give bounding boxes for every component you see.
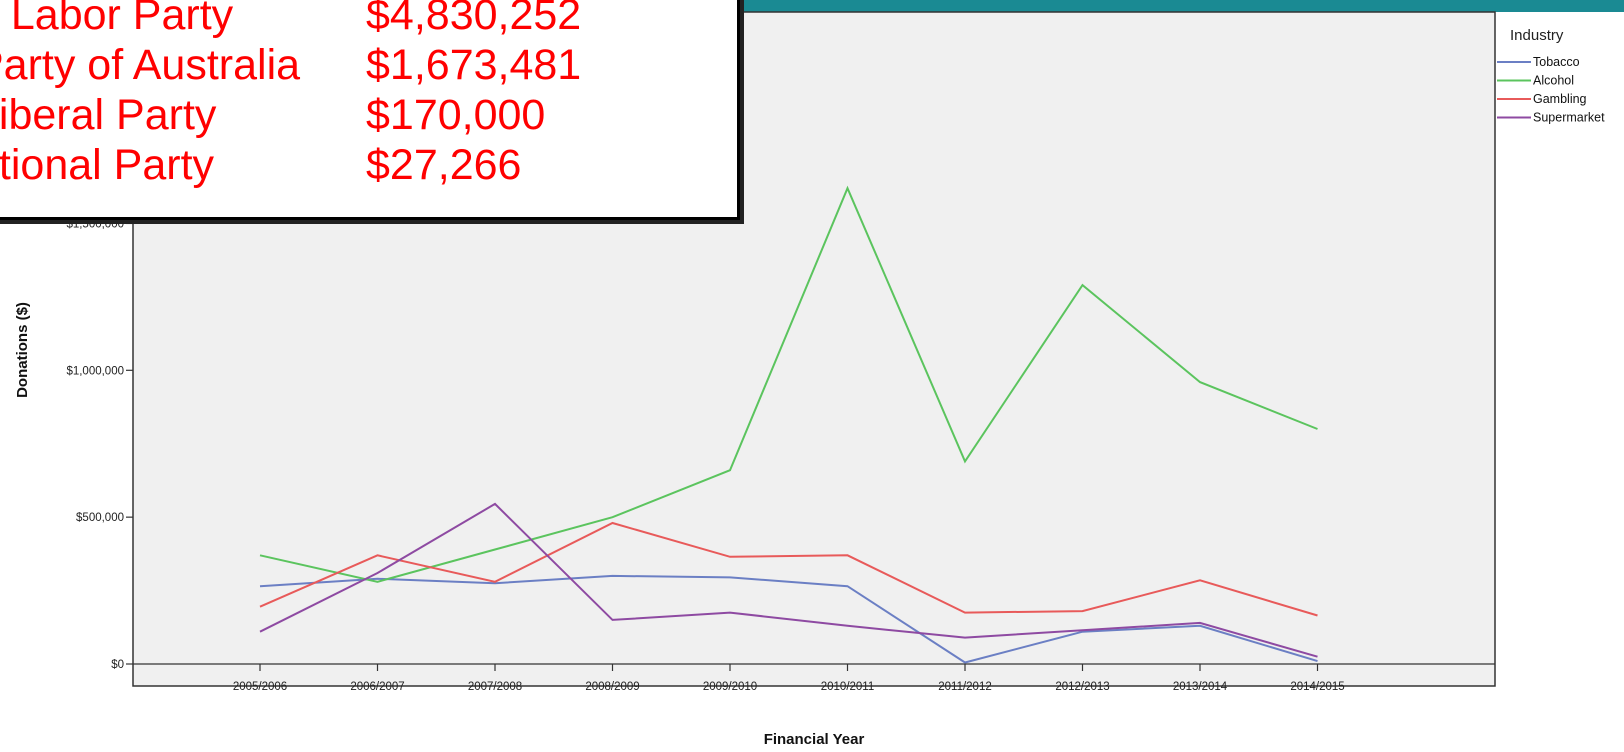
party-name: Party of Australia (0, 41, 301, 89)
party-row: Party of Australia $1,673,481 (0, 41, 743, 91)
y-tick-label: $0 (111, 659, 124, 671)
party-amount: $27,266 (366, 141, 522, 189)
party-name: ational Party (0, 141, 215, 189)
x-tick-label: 2006/2007 (350, 681, 404, 693)
legend-label: Gambling (1533, 92, 1587, 106)
party-row: n Labor Party $4,830,252 (0, 0, 743, 41)
x-axis: 2005/2006 2006/2007 2007/2008 2008/2009 2009… (133, 663, 1495, 693)
x-axis-title: Financial Year (764, 731, 865, 748)
party-amount: $4,830,252 (366, 0, 582, 39)
y-tick-label: $500,000 (76, 512, 124, 524)
series-line-tobacco (259, 574, 1318, 664)
party-name: n Labor Party (0, 0, 234, 39)
x-tick-label: 2012/2013 (1055, 681, 1109, 693)
x-tick-label: 2010/2011 (821, 681, 875, 693)
y-tick-label: $1,000,000 (66, 365, 124, 377)
party-row: ational Party $27,266 (0, 141, 743, 191)
y-axis-title: Donations ($) (14, 302, 31, 398)
legend-label: Tobacco (1533, 55, 1580, 69)
party-amount: $170,000 (366, 91, 546, 139)
series-line-alcohol (259, 185, 1318, 583)
party-name: Liberal Party (0, 91, 217, 139)
x-tick-label: 2014/2015 (1290, 681, 1344, 693)
party-donations-box: n Labor Party $4,830,252 Party of Australi… (0, 0, 740, 220)
x-tick-label: 2011/2012 (938, 681, 992, 693)
x-tick-label: 2009/2010 (703, 681, 757, 693)
x-tick-label: 2007/2008 (468, 681, 522, 693)
legend-title: Industry (1510, 27, 1564, 44)
party-amount: $1,673,481 (366, 41, 582, 89)
legend-label: Supermarket (1533, 111, 1605, 125)
legend-label: Alcohol (1533, 74, 1574, 88)
series-line-supermarket (259, 502, 1318, 658)
x-tick-label: 2005/2006 (233, 681, 287, 693)
legend: Industry Tobacco Alcohol Gambling Supermark… (1497, 27, 1605, 125)
party-row: Liberal Party $170,000 (0, 91, 743, 141)
series-line-gambling (259, 521, 1318, 617)
y-tick-label: $1,500,000 (66, 218, 124, 230)
series-lines (259, 185, 1318, 664)
x-tick-label: 2008/2009 (585, 681, 639, 693)
y-axis: $0 $500,000 $1,000,000 $1,500,000 (66, 218, 133, 671)
x-tick-label: 2013/2014 (1173, 681, 1228, 693)
